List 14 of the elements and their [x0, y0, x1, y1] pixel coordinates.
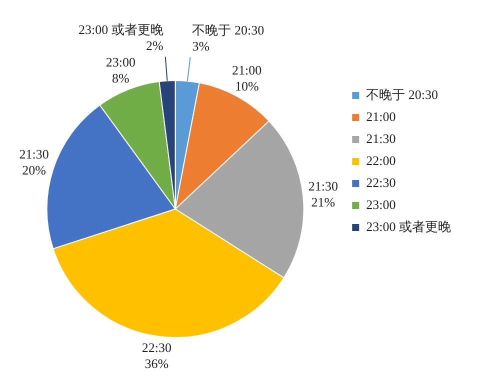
- legend-label: 23:00: [366, 196, 396, 212]
- legend-label: 21:00: [366, 108, 396, 124]
- legend-label: 22:00: [366, 152, 396, 168]
- data-label: 不晚于 20:30 3%: [192, 22, 264, 54]
- legend-label: 22:30: [366, 174, 396, 190]
- data-label: 21:00 10%: [232, 62, 262, 94]
- data-label: 21:30 20%: [19, 146, 49, 178]
- legend-label: 不晚于 20:30: [366, 86, 438, 102]
- data-label: 21:30 21%: [308, 178, 338, 210]
- data-label: 23:00 8%: [106, 54, 136, 86]
- legend-label: 23:00 或者更晚: [366, 218, 452, 234]
- data-label: 22:30 36%: [142, 340, 172, 371]
- data-label: 23:00 或者更晚 2%: [78, 22, 164, 54]
- legend-label: 21:30: [366, 130, 396, 146]
